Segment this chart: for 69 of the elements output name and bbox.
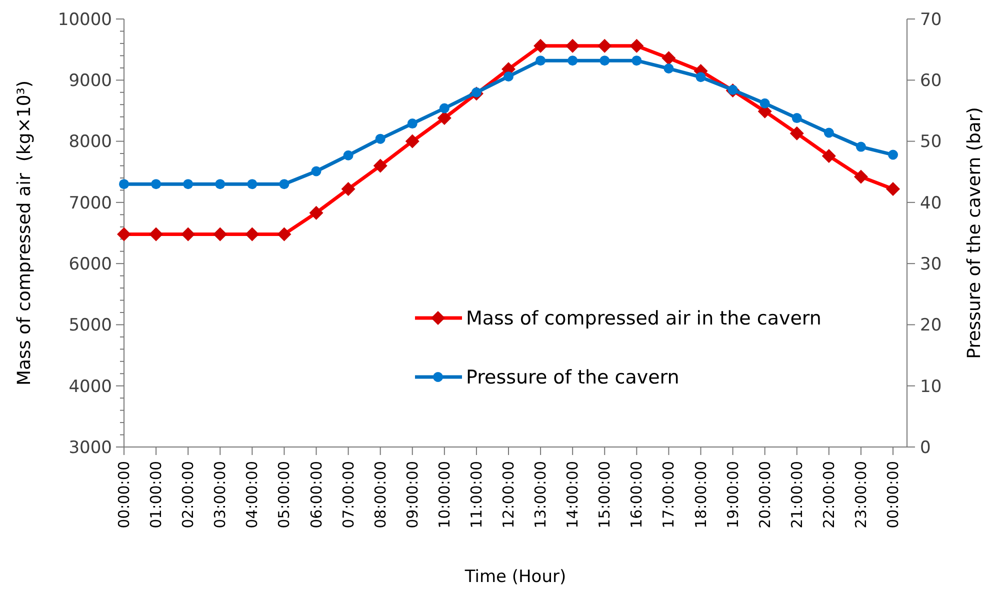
x-tick-label: 14:00:00 bbox=[564, 461, 582, 528]
x-tick-label: 00:00:00 bbox=[115, 461, 133, 528]
y2-tick-label: 60 bbox=[920, 71, 942, 92]
point bbox=[696, 72, 706, 82]
point bbox=[856, 142, 866, 152]
point bbox=[504, 71, 514, 82]
point bbox=[760, 98, 770, 108]
x-tick-label: 09:00:00 bbox=[403, 461, 422, 528]
y2-tick-label: 70 bbox=[920, 10, 942, 30]
point bbox=[407, 118, 418, 129]
y-tick-label: 6000 bbox=[68, 254, 112, 275]
x-tick-label: 06:00:00 bbox=[307, 461, 326, 528]
x-tick-label: 23:00:00 bbox=[852, 461, 870, 528]
y2-tick-label: 0 bbox=[920, 438, 931, 458]
point bbox=[247, 179, 258, 190]
point bbox=[439, 103, 450, 114]
point bbox=[215, 179, 226, 190]
point bbox=[311, 166, 322, 176]
x-axis-title: Time (Hour) bbox=[464, 567, 566, 587]
point bbox=[600, 56, 610, 66]
y-tick-label: 9000 bbox=[68, 71, 112, 92]
x-tick-label: 00:00:00 bbox=[884, 461, 902, 528]
y2-tick-label: 20 bbox=[920, 316, 942, 336]
point bbox=[151, 179, 162, 190]
y2-tick-label: 30 bbox=[920, 254, 942, 275]
point bbox=[888, 150, 898, 160]
y2-tick-label: 50 bbox=[920, 132, 942, 152]
x-tick-label: 20:00:00 bbox=[756, 461, 774, 528]
x-tick-label: 16:00:00 bbox=[628, 461, 646, 528]
legend-label: Pressure of the cavern bbox=[466, 366, 680, 389]
y-tick-label: 10000 bbox=[58, 10, 112, 30]
point bbox=[568, 56, 578, 66]
x-tick-label: 03:00:00 bbox=[211, 461, 230, 528]
point bbox=[536, 56, 546, 66]
x-tick-label: 08:00:00 bbox=[371, 461, 390, 528]
x-tick-label: 05:00:00 bbox=[275, 461, 294, 528]
x-tick-label: 18:00:00 bbox=[692, 461, 710, 528]
point bbox=[279, 179, 290, 190]
y2-tick-label: 10 bbox=[920, 376, 942, 397]
point bbox=[824, 128, 834, 138]
y-tick-label: 8000 bbox=[68, 132, 112, 152]
x-tick-label: 17:00:00 bbox=[660, 461, 678, 528]
y2-axis-title: Pressure of the cavern (bar) bbox=[964, 107, 985, 359]
x-tick-label: 13:00:00 bbox=[532, 461, 550, 528]
y-tick-label: 7000 bbox=[68, 193, 112, 214]
point bbox=[792, 113, 802, 124]
legend-label: Mass of compressed air in the cavern bbox=[466, 308, 822, 330]
y-tick-label: 3000 bbox=[68, 438, 112, 458]
y-axis-title: Mass of compressed air (kg×10³) bbox=[14, 80, 35, 386]
point bbox=[119, 179, 129, 190]
x-tick-label: 19:00:00 bbox=[724, 461, 742, 528]
x-tick-label: 07:00:00 bbox=[339, 461, 358, 528]
y-tick-label: 4000 bbox=[68, 376, 112, 397]
point bbox=[343, 150, 354, 160]
x-tick-label: 11:00:00 bbox=[467, 461, 486, 528]
x-tick-label: 22:00:00 bbox=[820, 461, 838, 528]
point bbox=[183, 179, 194, 190]
x-tick-label: 04:00:00 bbox=[243, 461, 262, 528]
y2-tick-label: 40 bbox=[920, 193, 942, 214]
x-tick-label: 12:00:00 bbox=[500, 461, 518, 528]
x-tick-label: 01:00:00 bbox=[147, 461, 166, 528]
x-tick-label: 15:00:00 bbox=[596, 461, 614, 528]
x-tick-label: 10:00:00 bbox=[435, 461, 454, 528]
point bbox=[375, 134, 386, 144]
point bbox=[632, 56, 642, 66]
y-tick-label: 5000 bbox=[68, 316, 112, 336]
x-tick-label: 21:00:00 bbox=[788, 461, 806, 528]
x-tick-label: 02:00:00 bbox=[179, 461, 198, 528]
point bbox=[664, 64, 674, 74]
